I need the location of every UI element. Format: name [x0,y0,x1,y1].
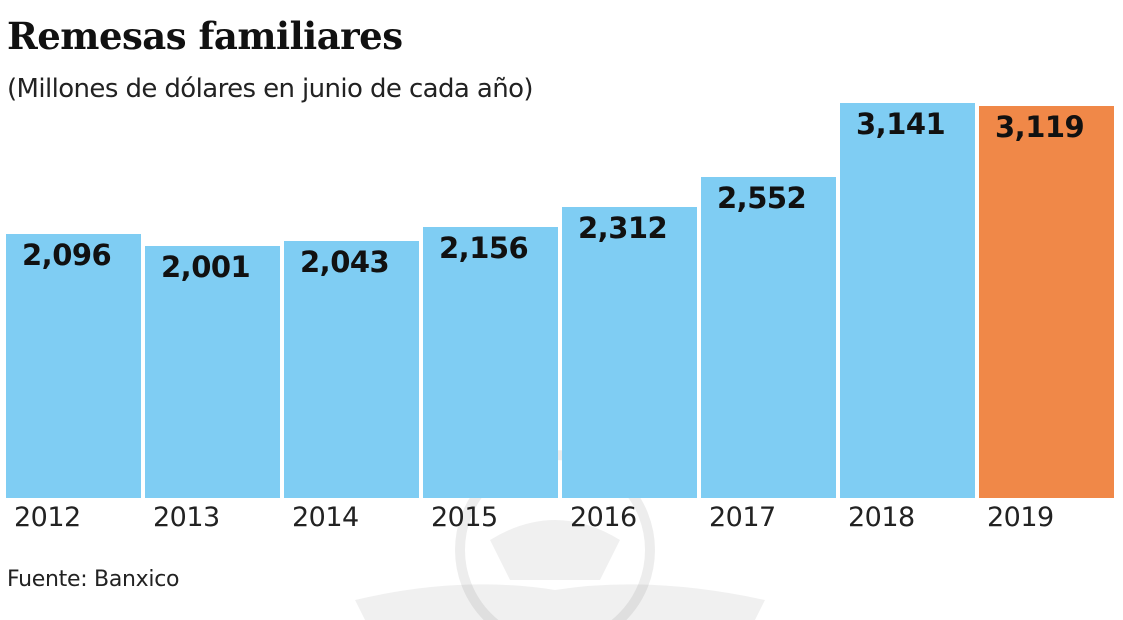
bar-value-label: 2,552 [717,181,807,215]
x-tick-label: 2015 [431,502,498,533]
bar-value-label: 2,156 [439,231,529,265]
bar-2016: 2,312 [562,207,697,498]
x-tick-label: 2019 [987,502,1054,533]
x-tick-label: 2018 [848,502,915,533]
bar-2019: 3,119 [979,106,1114,498]
bar-value-label: 3,141 [856,107,946,141]
x-tick-label: 2017 [709,502,776,533]
chart-subtitle: (Millones de dólares en junio de cada añ… [7,74,534,104]
source-note: Fuente: Banxico [7,567,180,592]
x-tick-label: 2012 [14,502,81,533]
bar-2013: 2,001 [145,246,280,498]
x-tick-label: 2014 [292,502,359,533]
bar-2012: 2,096 [6,234,141,498]
bar-2017: 2,552 [701,177,836,498]
bar-value-label: 3,119 [995,110,1085,144]
bar-value-label: 2,001 [161,250,251,284]
x-tick-label: 2016 [570,502,637,533]
chart-title: Remesas familiares [7,14,403,58]
bar-value-label: 2,312 [578,211,668,245]
bar-2018: 3,141 [840,103,975,498]
bar-value-label: 2,043 [300,245,390,279]
bar-value-label: 2,096 [22,238,112,272]
bar-2015: 2,156 [423,227,558,498]
x-tick-label: 2013 [153,502,220,533]
bar-2014: 2,043 [284,241,419,498]
